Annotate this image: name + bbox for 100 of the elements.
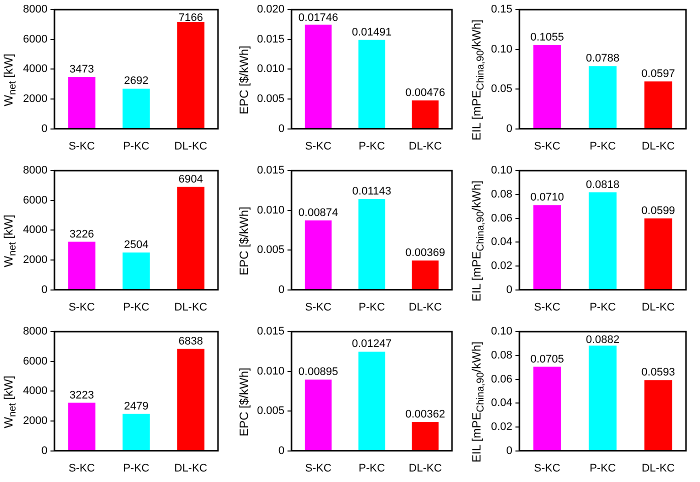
data-label: 0.00874	[298, 206, 338, 219]
bar	[177, 186, 204, 290]
x-tick-label: S-KC	[534, 140, 560, 152]
x-tick-label: DL-KC	[408, 301, 442, 314]
bar	[533, 205, 562, 290]
data-label: 0.00476	[405, 86, 446, 99]
y-tick-label: 0.06	[490, 212, 512, 224]
y-tick-label: 0.010	[256, 365, 285, 378]
y-tick-label: 0.02	[490, 420, 512, 433]
data-label: 0.00895	[298, 366, 338, 378]
x-tick-label: DL-KC	[642, 462, 675, 474]
data-label: 0.1055	[530, 31, 564, 44]
x-tick-label: DL-KC	[408, 140, 442, 152]
bar	[358, 198, 386, 290]
bar	[122, 414, 150, 450]
data-label: 0.0710	[530, 192, 564, 204]
y-tick-label: 0.08	[490, 188, 512, 200]
data-label: 0.0593	[641, 366, 676, 379]
y-tick-label: 8000	[22, 4, 48, 16]
data-label: 0.01491	[352, 26, 392, 38]
y-tick-label: 0	[506, 122, 512, 135]
x-tick-label: S-KC	[305, 462, 332, 474]
y-tick-label: 0.10	[490, 326, 512, 338]
y-tick-label: 0	[278, 284, 285, 296]
x-tick-label: S-KC	[305, 140, 332, 152]
y-tick-label: 0.06	[490, 373, 512, 386]
bar	[533, 44, 562, 128]
data-label: 3473	[69, 64, 94, 76]
x-tick-label: P-KC	[358, 462, 385, 474]
x-tick-label: S-KC	[68, 462, 95, 474]
y-tick-label: 0.015	[256, 326, 285, 338]
x-tick-label: P-KC	[123, 140, 150, 152]
y-tick-label: 0.010	[256, 204, 285, 216]
y-tick-label: 0.020	[256, 4, 285, 16]
y-tick-label: 0.005	[256, 244, 285, 256]
y-tick-label: 0	[506, 284, 512, 296]
bar	[358, 40, 386, 128]
bar	[644, 218, 672, 290]
data-label: 7166	[178, 12, 203, 24]
x-tick-label: P-KC	[123, 462, 150, 474]
x-tick-label: DL-KC	[642, 301, 675, 314]
x-tick-label: S-KC	[68, 301, 95, 314]
y-tick-label: 0	[506, 444, 512, 457]
x-tick-label: P-KC	[590, 462, 616, 474]
bar	[644, 380, 672, 450]
y-tick-label: 0	[278, 122, 285, 135]
bar	[68, 77, 96, 128]
y-tick-label: 2000	[22, 415, 48, 428]
bar	[412, 260, 439, 290]
data-label: 0.01247	[352, 338, 392, 350]
y-tick-label: 0.08	[490, 349, 512, 362]
bar	[68, 242, 96, 290]
bar	[412, 422, 439, 450]
y-tick-label: 0.04	[490, 236, 512, 248]
bar	[122, 88, 150, 128]
y-axis-title: EPC [$/kWh]	[237, 368, 251, 436]
y-tick-label: 0.04	[490, 397, 512, 410]
y-tick-label: 0.015	[256, 164, 285, 177]
data-label: 0.0597	[641, 68, 676, 80]
y-tick-label: 8000	[22, 164, 48, 177]
y-tick-label: 0.10	[490, 43, 512, 56]
y-tick-label: 4000	[22, 385, 48, 398]
y-tick-label: 0.15	[490, 4, 512, 16]
y-tick-label: 6000	[22, 194, 48, 206]
x-tick-label: DL-KC	[174, 462, 208, 474]
bar	[588, 346, 617, 450]
data-label: 3226	[69, 228, 94, 240]
x-tick-label: P-KC	[590, 140, 616, 152]
bar	[304, 220, 332, 290]
y-tick-label: 2000	[22, 254, 48, 266]
bar	[122, 252, 150, 290]
data-label: 0.00362	[405, 408, 446, 421]
y-tick-label: 0	[41, 122, 48, 135]
bar	[644, 81, 672, 128]
y-tick-label: 0	[278, 444, 285, 457]
y-tick-label: 0	[41, 284, 48, 296]
data-label: 2504	[124, 239, 148, 252]
x-tick-label: S-KC	[68, 140, 95, 152]
x-tick-label: DL-KC	[408, 462, 442, 474]
data-label: 0.0882	[586, 334, 620, 346]
bar	[304, 24, 332, 128]
x-tick-label: P-KC	[590, 301, 616, 314]
y-tick-label: 4000	[22, 63, 48, 76]
y-axis-title: EPC [$/kWh]	[237, 206, 251, 276]
x-tick-label: DL-KC	[174, 301, 208, 314]
y-tick-label: 0.015	[256, 33, 285, 46]
data-label: 0.01143	[352, 186, 392, 198]
bar	[588, 192, 617, 290]
y-tick-label: 0.010	[256, 63, 285, 76]
y-tick-label: 0.005	[256, 405, 285, 418]
y-tick-label: 0.10	[490, 164, 512, 177]
data-label: 2692	[124, 75, 148, 88]
x-tick-label: S-KC	[305, 301, 332, 314]
y-axis-title: EPC [$/kWh]	[237, 46, 251, 114]
data-label: 3223	[69, 389, 94, 402]
data-label: 0.0705	[530, 353, 564, 366]
data-label: 0.01746	[298, 12, 338, 24]
y-tick-label: 0.005	[256, 93, 285, 106]
bar	[177, 22, 204, 128]
y-tick-label: 6000	[22, 33, 48, 46]
